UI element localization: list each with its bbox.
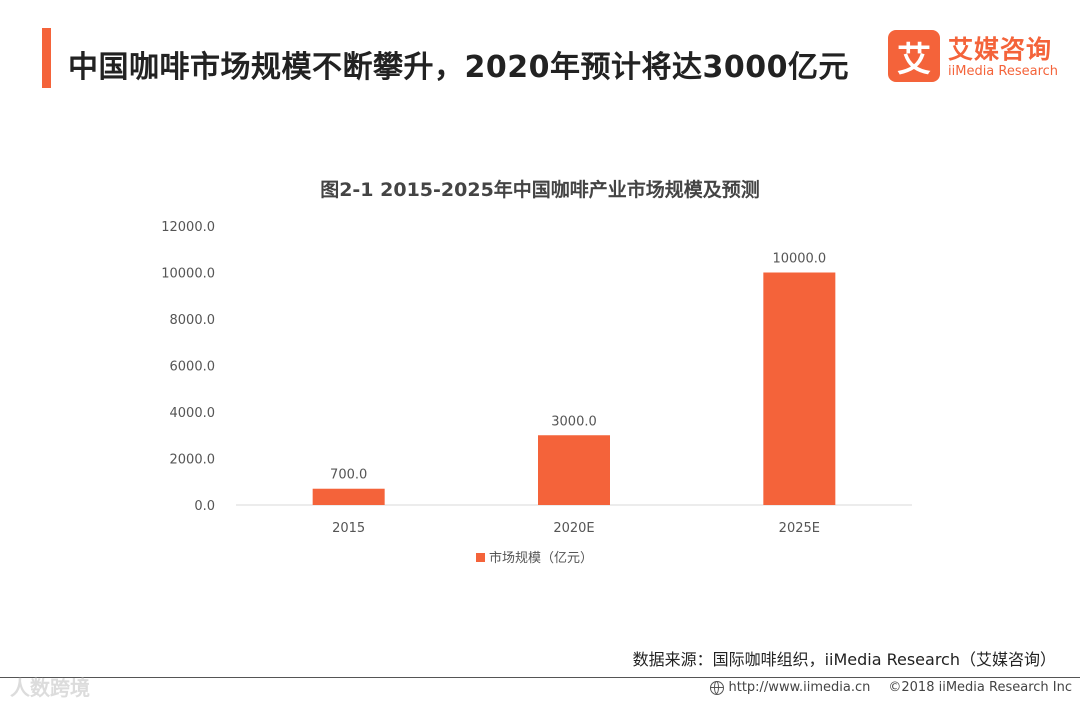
data-label: 700.0 (330, 468, 367, 483)
brand-logo: 艾 艾媒咨询 iiMedia Research (888, 30, 1068, 82)
x-tick-label: 2015 (332, 521, 365, 536)
data-source-note: 数据来源：国际咖啡组织，iiMedia Research（艾媒咨询） (632, 650, 1056, 669)
brand-name-cn: 艾媒咨询 (948, 35, 1053, 64)
x-tick-label: 2020E (553, 521, 594, 536)
footer-url[interactable]: http://www.iimedia.cn (728, 680, 871, 695)
bar-2025E (763, 272, 836, 505)
footer-divider (0, 677, 1080, 678)
legend-swatch (476, 553, 485, 562)
legend-label: 市场规模（亿元） (489, 550, 593, 566)
y-tick-label: 2000.0 (170, 453, 216, 468)
data-label: 3000.0 (551, 414, 597, 429)
footer-copyright: ©2018 iiMedia Research Inc (888, 680, 1072, 695)
x-tick-label: 2025E (779, 521, 820, 536)
bar-2015 (312, 488, 385, 505)
brand-name-en: iiMedia Research (948, 64, 1059, 79)
y-tick-label: 10000.0 (161, 267, 215, 282)
watermark-text: 人数跨境 (10, 676, 90, 700)
brand-badge-icon: 艾 (888, 30, 940, 82)
y-tick-label: 4000.0 (170, 406, 216, 421)
data-label: 10000.0 (772, 252, 826, 267)
y-tick-label: 0.0 (194, 499, 215, 514)
y-tick-label: 8000.0 (170, 313, 216, 328)
bar-2020E (538, 435, 610, 505)
chart-title: 图2-1 2015-2025年中国咖啡产业市场规模及预测 (320, 178, 760, 201)
bar-chart: 图2-1 2015-2025年中国咖啡产业市场规模及预测 0.0 2000.0 400… (161, 178, 912, 566)
title-accent-bar (42, 28, 51, 88)
globe-icon (710, 680, 725, 695)
footer-bar: http://www.iimedia.cn ©2018 iiMedia Rese… (710, 680, 1072, 695)
footer-url-group[interactable]: http://www.iimedia.cn (710, 680, 870, 695)
page-title: 中国咖啡市场规模不断攀升，2020年预计将达3000亿元 (68, 50, 849, 85)
y-tick-label: 6000.0 (170, 360, 216, 375)
y-tick-label: 12000.0 (161, 220, 215, 235)
